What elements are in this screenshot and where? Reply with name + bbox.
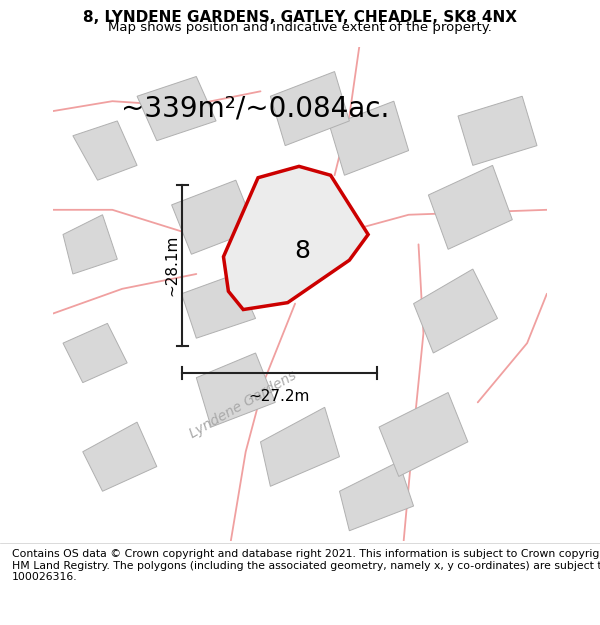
Polygon shape [271,71,349,146]
Polygon shape [137,76,216,141]
Polygon shape [172,180,256,254]
Polygon shape [428,166,512,249]
Polygon shape [73,121,137,180]
Polygon shape [329,101,409,175]
Polygon shape [196,353,275,427]
Text: Lyndene Gardens: Lyndene Gardens [187,369,299,441]
Text: ~339m²/~0.084ac.: ~339m²/~0.084ac. [121,94,390,122]
Polygon shape [181,274,256,338]
Polygon shape [260,408,340,486]
Text: Map shows position and indicative extent of the property.: Map shows position and indicative extent… [108,21,492,34]
Polygon shape [63,215,118,274]
Text: 8: 8 [295,239,310,264]
Polygon shape [458,96,537,166]
Polygon shape [340,462,413,531]
Polygon shape [413,269,497,353]
Text: Contains OS data © Crown copyright and database right 2021. This information is : Contains OS data © Crown copyright and d… [12,549,600,582]
Polygon shape [83,422,157,491]
Text: 8, LYNDENE GARDENS, GATLEY, CHEADLE, SK8 4NX: 8, LYNDENE GARDENS, GATLEY, CHEADLE, SK8… [83,10,517,25]
Text: ~27.2m: ~27.2m [249,389,310,404]
Polygon shape [223,166,368,309]
Polygon shape [63,323,127,382]
Text: ~28.1m: ~28.1m [164,234,179,296]
Polygon shape [379,392,468,476]
